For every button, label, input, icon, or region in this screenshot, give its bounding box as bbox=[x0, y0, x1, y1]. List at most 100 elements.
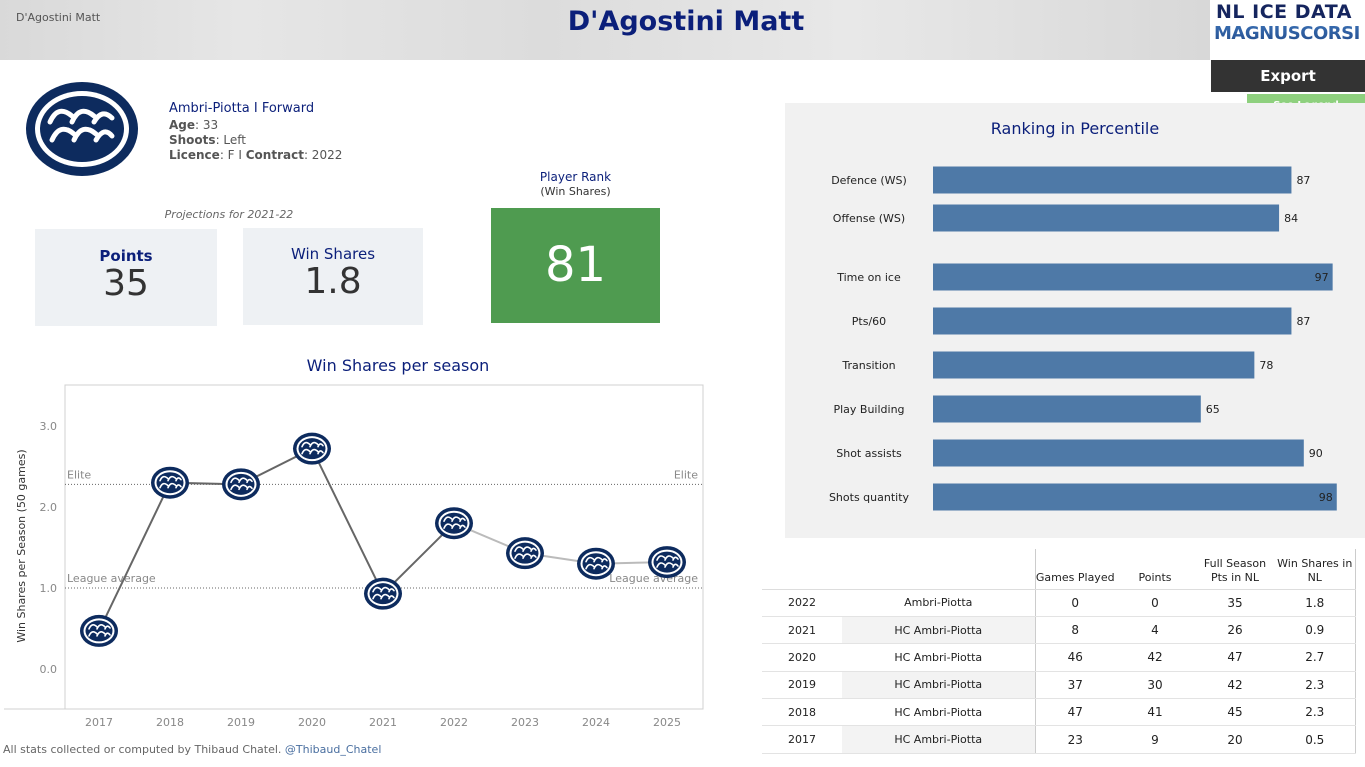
twitter-handle-link[interactable]: @Thibaud_Chatel bbox=[284, 743, 382, 756]
ws-marker-inner bbox=[582, 553, 610, 575]
row-points: 9 bbox=[1115, 725, 1195, 754]
season-stats-table: Games Played Points Full Season Pts in N… bbox=[762, 549, 1356, 754]
pct-value-label: 87 bbox=[1296, 174, 1310, 187]
ws-marker-inner bbox=[440, 512, 468, 534]
ws-reference-label-left: Elite bbox=[67, 468, 91, 481]
pct-value-label: 78 bbox=[1259, 359, 1273, 372]
ws-x-tick: 2022 bbox=[440, 716, 468, 729]
player-rank-sublabel: (Win Shares) bbox=[540, 185, 611, 198]
pct-category-label: Pts/60 bbox=[852, 315, 886, 328]
pct-value-label: 97 bbox=[1315, 271, 1329, 284]
pct-category-label: Offense (WS) bbox=[833, 212, 905, 225]
ws-chart-title: Win Shares per season bbox=[306, 356, 490, 375]
row-points: 42 bbox=[1115, 643, 1195, 672]
pct-bar bbox=[933, 166, 1292, 194]
row-points: 0 bbox=[1115, 589, 1195, 617]
pct-value-label: 90 bbox=[1309, 447, 1323, 460]
row-year: 2019 bbox=[762, 671, 842, 700]
row-win-shares: 2.3 bbox=[1275, 698, 1356, 727]
table-header-team bbox=[842, 549, 1035, 590]
export-button[interactable]: Export bbox=[1211, 60, 1365, 92]
ws-x-tick: 2021 bbox=[369, 716, 397, 729]
row-team: HC Ambri-Piotta bbox=[842, 643, 1035, 672]
pct-bar bbox=[933, 351, 1255, 379]
brand-logo-line2: MAGNUSCORSI bbox=[1214, 23, 1362, 55]
ws-series-line-projected bbox=[453, 522, 668, 565]
ws-marker-inner bbox=[653, 551, 681, 573]
header-tag: D'Agostini Matt bbox=[16, 11, 101, 24]
ws-reference-label-left: League average bbox=[67, 572, 156, 585]
pct-category-label: Play Building bbox=[833, 403, 904, 416]
table-header-row: Games Played Points Full Season Pts in N… bbox=[762, 549, 1356, 590]
row-team: HC Ambri-Piotta bbox=[842, 725, 1035, 754]
pct-category-label: Defence (WS) bbox=[831, 174, 907, 187]
ws-marker-inner bbox=[85, 620, 113, 642]
ws-marker-mark bbox=[88, 624, 111, 637]
row-team: HC Ambri-Piotta bbox=[842, 671, 1035, 700]
pct-bar bbox=[933, 263, 1333, 291]
win-shares-label: Win Shares bbox=[290, 245, 376, 263]
pct-value-label: 65 bbox=[1206, 403, 1220, 416]
row-team: HC Ambri-Piotta bbox=[842, 616, 1035, 645]
brand-logo-line1: NL ICE DATA bbox=[1216, 1, 1352, 23]
pct-value-label: 98 bbox=[1319, 491, 1333, 504]
ws-marker-inner bbox=[369, 583, 397, 605]
pct-bar bbox=[933, 439, 1304, 467]
ws-data-point bbox=[151, 466, 189, 499]
row-year: 2022 bbox=[762, 589, 842, 617]
ws-data-point bbox=[577, 547, 615, 580]
ws-x-tick: 2023 bbox=[511, 716, 539, 729]
ws-y-tick: 1.0 bbox=[40, 582, 58, 595]
percentile-chart-title: Ranking in Percentile bbox=[990, 119, 1160, 138]
ws-data-point bbox=[80, 614, 118, 647]
ws-chart: 0.0 1.0 2.0 3.0 2017 2018 2019 2020 2021 2022 2023… bbox=[4, 384, 704, 729]
footer-text: All stats collected or computed by Thiba… bbox=[3, 743, 285, 756]
row-win-shares: 0.9 bbox=[1275, 616, 1356, 645]
percentile-chart: Defence (WS) 87 Offense (WS) 84 Time on ice 9… bbox=[829, 166, 1337, 511]
points-value: 35 bbox=[103, 263, 149, 304]
points-label: Points bbox=[99, 247, 153, 265]
row-games: 37 bbox=[1034, 671, 1115, 700]
row-full-season: 45 bbox=[1195, 698, 1275, 727]
ws-y-tick: 0.0 bbox=[40, 663, 58, 676]
ws-marker-inner bbox=[511, 542, 539, 564]
table-row: 2019 HC Ambri-Piotta 37 30 42 2.3 bbox=[762, 671, 1356, 700]
licence-line: Licence: F I Contract: 2022 bbox=[169, 148, 343, 162]
ws-x-tick: 2024 bbox=[582, 716, 610, 729]
row-full-season: 26 bbox=[1195, 616, 1275, 645]
table-header-win-shares: Win Shares in NL bbox=[1275, 549, 1356, 590]
ws-marker-mark bbox=[443, 516, 466, 530]
pct-category-label: Shot assists bbox=[836, 447, 902, 460]
row-full-season: 47 bbox=[1195, 643, 1275, 672]
ws-marker-mark bbox=[230, 477, 253, 491]
win-shares-card: Win Shares 1.8 bbox=[243, 228, 423, 325]
row-full-season: 42 bbox=[1195, 671, 1275, 700]
row-year: 2021 bbox=[762, 616, 842, 645]
row-win-shares: 1.8 bbox=[1275, 589, 1356, 617]
row-win-shares: 2.3 bbox=[1275, 671, 1356, 700]
row-points: 41 bbox=[1115, 698, 1195, 727]
ws-data-point bbox=[293, 432, 331, 465]
header-banner: D'Agostini Matt bbox=[0, 0, 1210, 60]
ws-data-point bbox=[506, 537, 544, 570]
row-win-shares: 2.7 bbox=[1275, 643, 1356, 672]
ws-data-point bbox=[648, 546, 686, 579]
win-shares-value: 1.8 bbox=[304, 261, 362, 302]
pct-category-label: Transition bbox=[841, 359, 895, 372]
pct-bar bbox=[933, 307, 1292, 335]
ws-plot-area bbox=[64, 384, 704, 710]
table-row: 2022 Ambri-Piotta 0 0 35 1.8 bbox=[762, 589, 1356, 617]
row-year: 2018 bbox=[762, 698, 842, 727]
row-games: 23 bbox=[1034, 725, 1115, 754]
table-row: 2020 HC Ambri-Piotta 46 42 47 2.7 bbox=[762, 643, 1356, 672]
ws-marker-mark bbox=[301, 441, 324, 455]
ws-x-tick: 2025 bbox=[653, 716, 681, 729]
ws-x-tick: 2017 bbox=[85, 716, 113, 729]
pct-category-label: Time on ice bbox=[836, 271, 901, 284]
ws-marker-inner bbox=[227, 473, 255, 495]
table-header-games: Games Played bbox=[1034, 549, 1115, 590]
table-row: 2017 HC Ambri-Piotta 23 9 20 0.5 bbox=[762, 725, 1356, 754]
row-full-season: 20 bbox=[1195, 725, 1275, 754]
shoots-line: Shoots: Left bbox=[169, 133, 246, 147]
pct-bar bbox=[933, 395, 1201, 423]
